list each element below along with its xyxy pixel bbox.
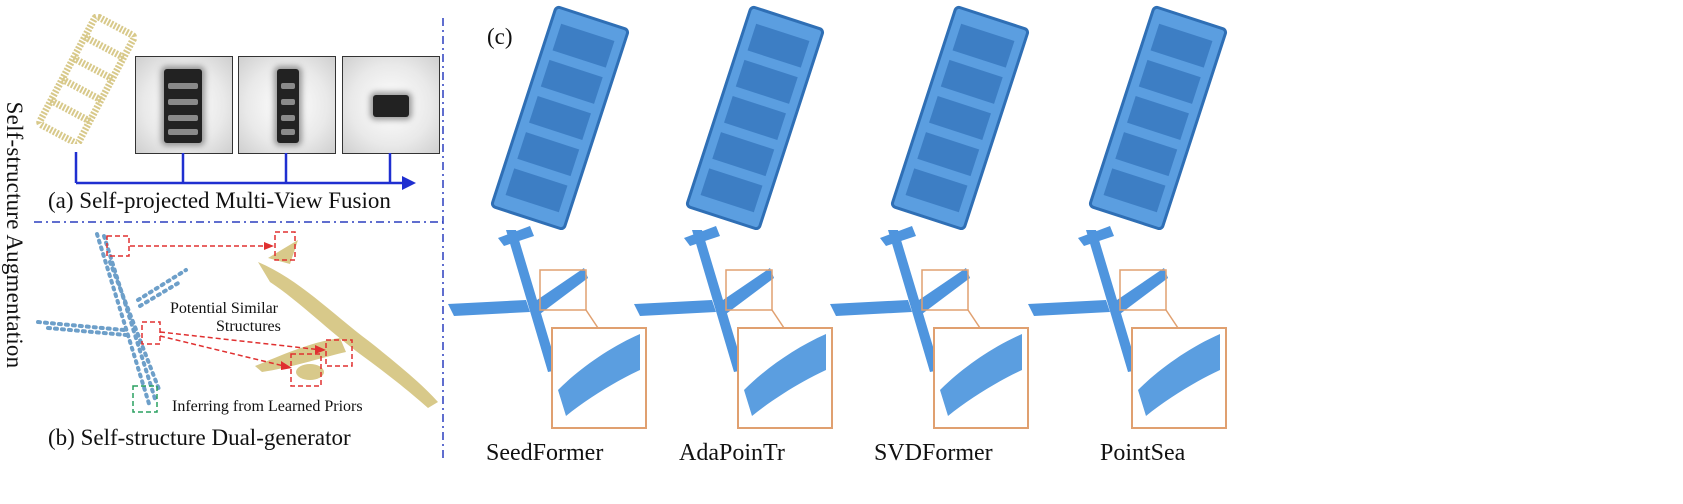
method-label-seedformer: SeedFormer xyxy=(486,440,604,466)
airplane-svdformer xyxy=(829,225,1029,429)
ladder-seedformer xyxy=(489,4,631,230)
ladder-adapointr xyxy=(684,4,826,230)
red-dashed-highlights xyxy=(106,231,353,387)
airplane-pointsea xyxy=(1027,225,1227,429)
projection-view-3 xyxy=(342,56,440,154)
airplane-seedformer xyxy=(447,225,647,429)
airplane-results xyxy=(447,225,1227,429)
panel-a-caption: (a) Self-projected Multi-View Fusion xyxy=(48,188,391,213)
red-dashed-arrows xyxy=(130,245,323,368)
sparse-blue-points xyxy=(36,232,188,409)
projection-view-1 xyxy=(135,56,233,154)
projection-shape-1 xyxy=(164,69,202,143)
method-label-adapointr: AdaPoinTr xyxy=(679,440,785,466)
method-label-svdformer: SVDFormer xyxy=(874,440,993,466)
ladder-point-cloud-yellow xyxy=(36,14,138,144)
airplane-adapointr xyxy=(633,225,833,429)
ladder-svdformer xyxy=(889,4,1031,230)
annotation-similar-line2: Structures xyxy=(216,318,281,335)
method-label-pointsea: PointSea xyxy=(1100,440,1186,466)
dense-yellow-points xyxy=(255,240,438,408)
annotation-priors: Inferring from Learned Priors xyxy=(172,398,363,415)
panel-b-caption: (b) Self-structure Dual-generator xyxy=(48,425,351,450)
projection-shape-2 xyxy=(277,69,299,143)
ladder-results xyxy=(489,4,1229,230)
projection-shape-3 xyxy=(373,95,409,117)
ladder-pointsea xyxy=(1087,4,1229,230)
projection-view-2 xyxy=(238,56,336,154)
fusion-arrow xyxy=(74,152,416,190)
annotation-similar-line1: Potential Similar xyxy=(170,300,278,317)
partial-airplane-point-cloud xyxy=(36,231,438,413)
green-dashed-highlight xyxy=(132,385,158,413)
panel-c-label: (c) xyxy=(487,24,513,49)
